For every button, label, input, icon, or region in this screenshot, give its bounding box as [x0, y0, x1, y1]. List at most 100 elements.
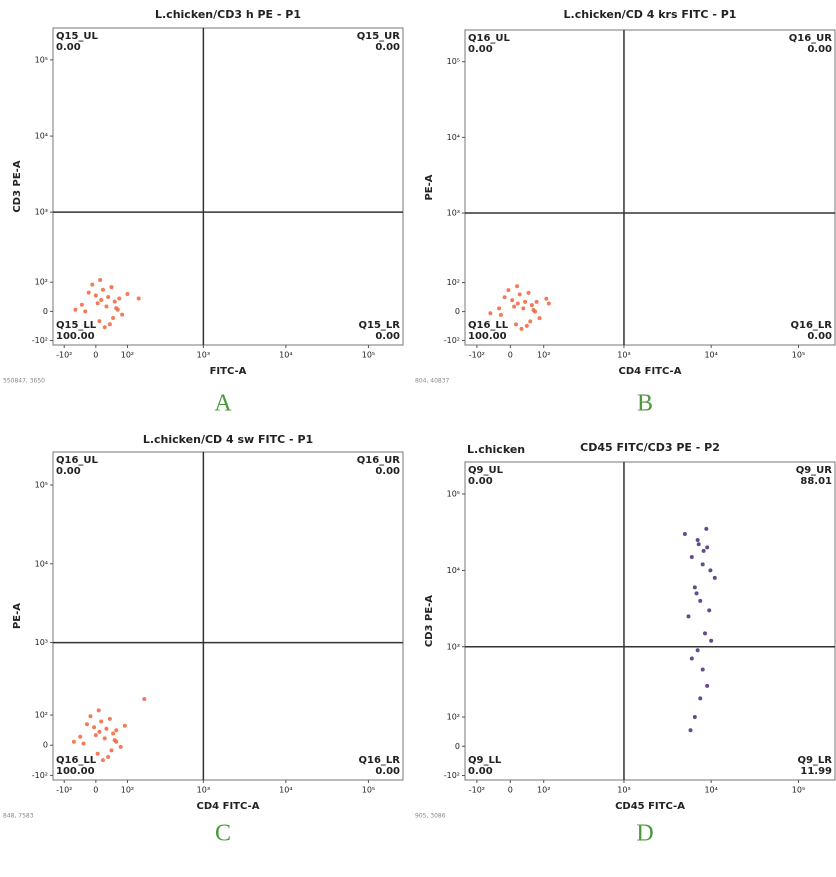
x-axis-label: CD45 FITC-A	[615, 801, 685, 812]
x-axis-label: CD4 FITC-A	[619, 366, 682, 377]
cell-dot	[700, 667, 705, 672]
cell-dot	[695, 538, 700, 543]
quadrant-percent: 0.00	[468, 44, 493, 55]
cell-dot	[117, 296, 122, 301]
cell-dot	[98, 277, 103, 282]
x-tick-label: 10⁵	[792, 786, 805, 795]
y-tick-label: -10²	[32, 336, 48, 345]
cell-dot	[696, 542, 701, 547]
cell-dot	[122, 723, 127, 728]
cell-dot	[708, 568, 713, 573]
cell-dot	[84, 722, 89, 727]
y-tick-label: 10²	[35, 711, 48, 720]
plot-frame	[52, 27, 404, 346]
cell-dot	[115, 307, 120, 312]
cell-dot	[512, 304, 517, 309]
quadrant-name: Q16_UL	[56, 455, 99, 466]
x-tick-label: 10³	[617, 786, 630, 795]
y-tick-label: 0	[43, 307, 48, 316]
cell-dot	[112, 299, 117, 304]
x-tick-label: 0	[508, 351, 513, 360]
cell-dot	[528, 319, 533, 324]
y-tick-label: 0	[455, 307, 460, 316]
y-tick-label: 10⁴	[447, 133, 460, 142]
x-tick-label: 0	[93, 786, 98, 795]
x-tick-label: -10²	[56, 786, 72, 795]
quadrant-name: Q15_UL	[56, 31, 99, 42]
cell-dot	[689, 656, 694, 661]
y-tick-label: 10⁵	[447, 489, 460, 498]
cell-dot	[682, 531, 687, 536]
quadrant-name: Q16_LR	[791, 320, 833, 331]
y-tick-label: -10²	[444, 771, 460, 780]
cell-dot	[701, 548, 706, 553]
plot-frame	[52, 451, 404, 781]
y-axis-label: CD3 PE-A	[424, 595, 435, 647]
cell-dot	[529, 303, 534, 308]
quadrant-name: Q9_LR	[797, 755, 832, 766]
cell-dot	[709, 638, 714, 643]
cell-dot	[125, 291, 130, 296]
y-tick-label: 10³	[35, 638, 48, 647]
cell-dot	[705, 683, 710, 688]
y-axis-label: PE-A	[12, 603, 23, 629]
x-tick-label: -10²	[56, 351, 72, 360]
cell-dot	[109, 285, 114, 290]
x-tick-label: 10²	[537, 351, 550, 360]
panel-letter: D	[636, 821, 653, 847]
cell-dot	[700, 562, 705, 567]
cell-dot	[523, 299, 528, 304]
cell-dot	[703, 631, 708, 636]
x-tick-label: 10²	[121, 786, 134, 795]
cell-dot	[111, 731, 116, 736]
cell-dot	[695, 648, 700, 653]
y-tick-label: 10²	[447, 713, 460, 722]
cell-dot	[694, 591, 699, 596]
cell-dot	[497, 306, 502, 311]
quadrant-percent: 0.00	[375, 331, 400, 342]
cell-dot	[114, 739, 119, 744]
cell-dot	[109, 748, 114, 753]
cell-dot	[510, 298, 515, 303]
plot-title: L.chicken/CD 4 krs FITC - P1	[564, 8, 737, 21]
cell-dot	[521, 306, 526, 311]
corner-text: 804, 40837	[415, 378, 450, 385]
cell-dot	[524, 323, 529, 328]
quadrant-percent: 0.00	[468, 476, 493, 487]
x-tick-label: 10²	[121, 351, 134, 360]
cell-dot	[118, 744, 123, 749]
cell-dot	[92, 725, 97, 730]
y-tick-label: -10²	[32, 771, 48, 780]
cell-dot	[698, 598, 703, 603]
cell-dot	[102, 325, 107, 330]
quadrant-percent: 88.01	[800, 476, 832, 487]
cell-dot	[100, 758, 105, 763]
y-tick-label: -10²	[444, 336, 460, 345]
quadrant-percent: 0.00	[807, 331, 832, 342]
quadrant-name: Q16_LR	[359, 755, 401, 766]
quadrant-name: Q16_LL	[468, 320, 509, 331]
y-tick-label: 10⁵	[35, 55, 48, 64]
panel-letter: C	[215, 821, 231, 847]
x-tick-label: 10⁴	[704, 351, 717, 360]
x-tick-label: 10³	[197, 786, 210, 795]
corner-text: 848, 7583	[3, 813, 34, 820]
cell-dot	[519, 326, 524, 331]
cell-dot	[79, 302, 84, 307]
cell-dot	[114, 728, 119, 733]
quadrant-percent: 0.00	[375, 42, 400, 53]
cell-dot	[107, 322, 112, 327]
quadrant-name: Q15_UR	[357, 31, 401, 42]
y-axis-label: CD3 PE-A	[12, 160, 23, 212]
cell-dot	[517, 292, 522, 297]
cell-dot	[107, 716, 112, 721]
panel-letter: A	[214, 391, 232, 417]
x-tick-label: 10⁴	[279, 351, 292, 360]
y-tick-label: 0	[455, 742, 460, 751]
cell-dot	[83, 309, 88, 314]
cell-dot	[81, 741, 86, 746]
cell-dot	[698, 696, 703, 701]
y-tick-label: 10²	[35, 278, 48, 287]
cell-dot	[488, 311, 493, 316]
y-tick-label: 10⁴	[447, 566, 460, 575]
